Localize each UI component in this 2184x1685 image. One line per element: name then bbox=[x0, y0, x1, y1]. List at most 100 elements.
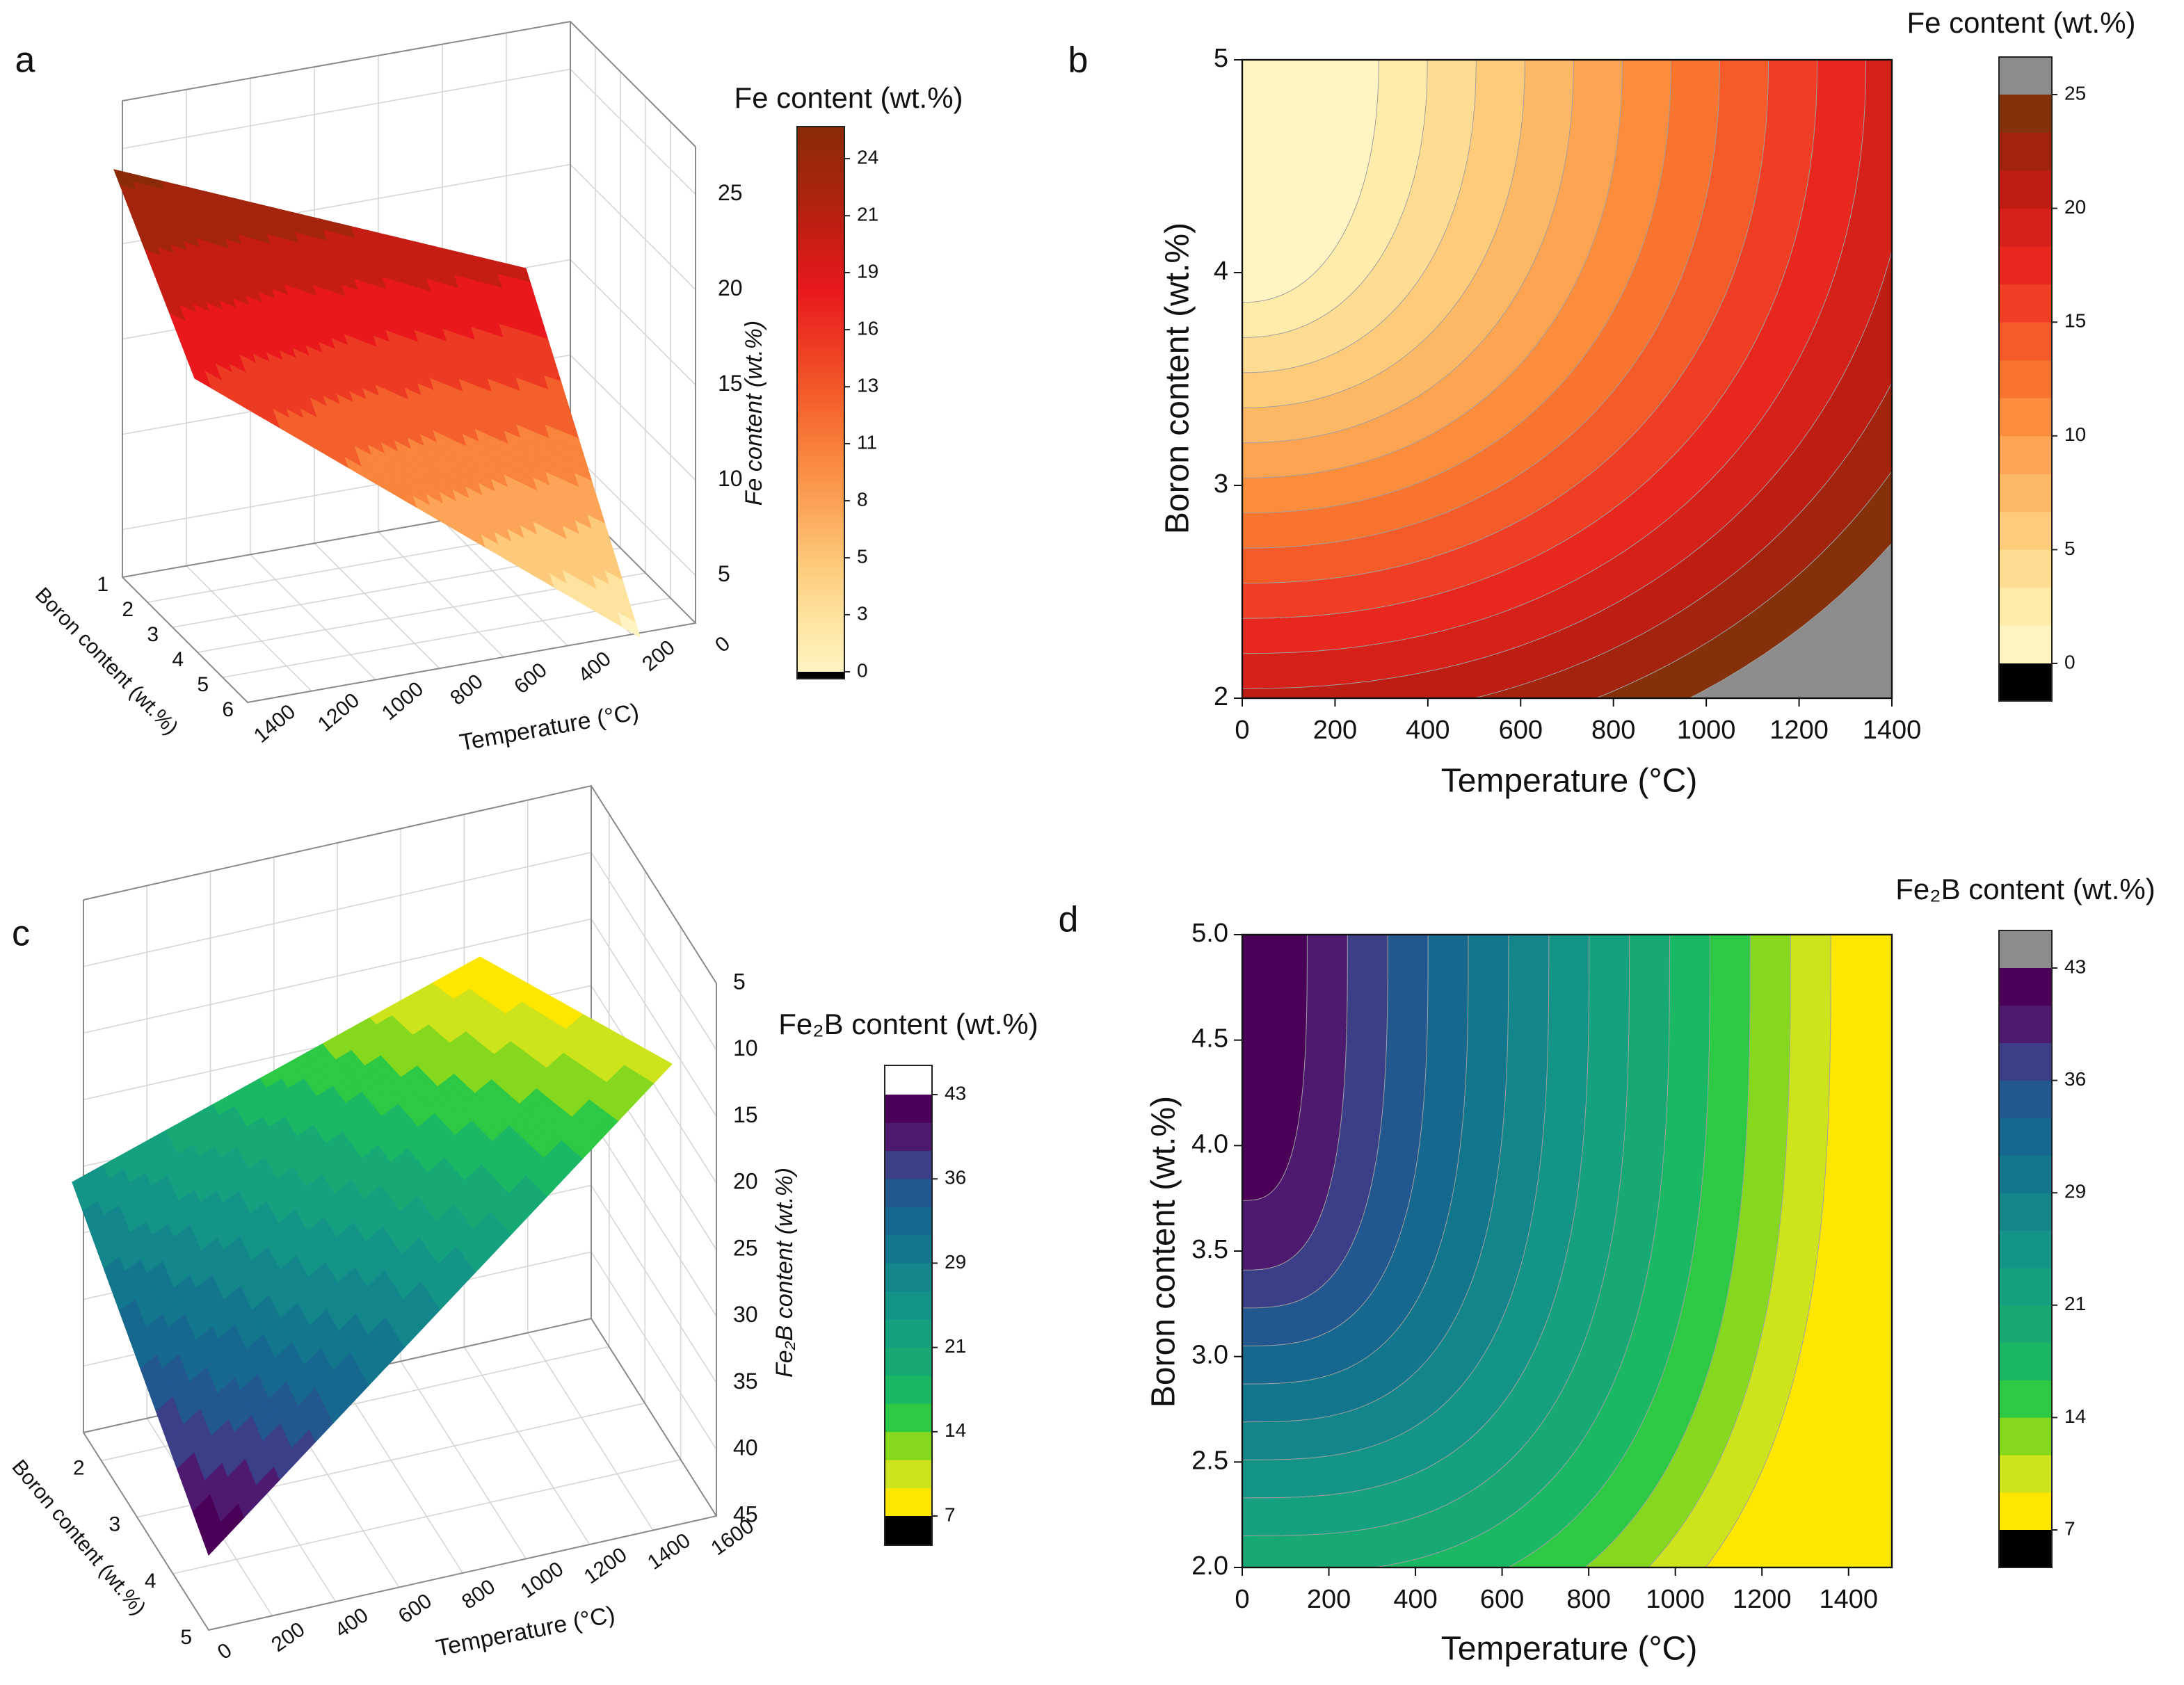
x-tick-label: 600 bbox=[1480, 1585, 1524, 1614]
x-tick-label: 400 bbox=[1406, 716, 1450, 745]
colorbar-tick-label: 19 bbox=[857, 260, 878, 282]
colorbar-tick-label: 25 bbox=[2064, 82, 2086, 104]
colorbar-over bbox=[885, 1065, 932, 1095]
x-tick-label: 1400 bbox=[643, 1529, 695, 1574]
y-tick-label: 5 bbox=[197, 673, 209, 696]
colorbar-band bbox=[1998, 1005, 2053, 1044]
x-tick-label: 1200 bbox=[1769, 716, 1829, 745]
colorbar-title: Fe content (wt.%) bbox=[1906, 6, 2135, 39]
panel-label: d bbox=[1059, 900, 1079, 940]
colorbar-under bbox=[797, 672, 844, 679]
colorbar-band bbox=[884, 1403, 933, 1433]
surface bbox=[72, 956, 673, 1556]
y-tick-label: 3.0 bbox=[1191, 1341, 1228, 1370]
colorbar-tick-label: 5 bbox=[2064, 538, 2075, 559]
x-tick-label: 600 bbox=[1499, 716, 1543, 745]
panel-label: b bbox=[1068, 40, 1089, 81]
box-edge bbox=[83, 900, 717, 1631]
colorbar-band bbox=[1998, 208, 2053, 247]
colorbar-tick-label: 29 bbox=[945, 1251, 966, 1273]
y-tick-label: 3 bbox=[109, 1513, 120, 1536]
colorbar-band bbox=[884, 1431, 933, 1460]
colorbar-band bbox=[1998, 321, 2053, 361]
z-axis-label: Fe₂B content (wt.%) bbox=[771, 1168, 798, 1378]
colorbar-band bbox=[1998, 625, 2053, 664]
contour-band bbox=[1242, 60, 1379, 303]
z-tick-label: 10 bbox=[718, 466, 743, 491]
colorbar-frame bbox=[796, 126, 845, 679]
colorbar-tick-label: 13 bbox=[857, 375, 878, 396]
colorbar-band bbox=[1998, 474, 2053, 513]
y-tick-label: 2.0 bbox=[1191, 1551, 1228, 1581]
x-tick-label: 1000 bbox=[1646, 1585, 1705, 1614]
colorbar-band bbox=[884, 1234, 933, 1264]
colorbar-band bbox=[1998, 435, 2053, 474]
x-axis-label: Temperature (°C) bbox=[1441, 1631, 1698, 1668]
colorbar-band bbox=[1998, 1155, 2053, 1193]
y-tick-label: 5 bbox=[180, 1626, 192, 1649]
y-axis-label: Boron content (wt.%) bbox=[1146, 1096, 1182, 1408]
x-tick-label: 200 bbox=[267, 1618, 309, 1656]
x-tick-label: 800 bbox=[1566, 1585, 1610, 1614]
x-tick-label: 0 bbox=[1235, 1585, 1249, 1614]
x-tick-label: 1400 bbox=[1819, 1585, 1878, 1614]
y-tick-label: 5.0 bbox=[1191, 919, 1228, 948]
colorbar-band bbox=[884, 1178, 933, 1207]
y-axis-label: Boron content (wt.%) bbox=[8, 1456, 150, 1620]
colorbar-band bbox=[884, 1094, 933, 1123]
colorbar-tick-label: 36 bbox=[2064, 1068, 2086, 1090]
colorbar-band bbox=[884, 1375, 933, 1404]
colorbar-tick-label: 43 bbox=[2064, 956, 2086, 977]
x-tick-label: 400 bbox=[331, 1604, 373, 1643]
colorbar-band bbox=[1998, 1492, 2053, 1531]
colorbar-band bbox=[884, 1263, 933, 1292]
colorbar-band bbox=[1998, 1230, 2053, 1268]
y-tick-label: 1 bbox=[97, 573, 109, 596]
x-tick-label: 800 bbox=[446, 670, 488, 709]
colorbar-tick-label: 36 bbox=[945, 1167, 966, 1188]
colorbar-band bbox=[1998, 1342, 2053, 1380]
colorbar-band bbox=[1998, 549, 2053, 588]
plot-frame bbox=[1241, 58, 1893, 700]
colorbar-tick-label: 14 bbox=[2064, 1405, 2086, 1427]
colorbar-band bbox=[1998, 284, 2053, 323]
colorbar-tick-label: 16 bbox=[857, 317, 878, 339]
x-tick-label: 0 bbox=[711, 632, 734, 657]
contour-band bbox=[1242, 935, 1308, 1201]
x-tick-label: 800 bbox=[458, 1575, 499, 1614]
y-tick-label: 3 bbox=[147, 623, 159, 646]
y-tick-label: 6 bbox=[222, 698, 234, 721]
x-tick-label: 800 bbox=[1591, 716, 1635, 745]
x-tick-label: 400 bbox=[574, 647, 616, 687]
y-tick-label: 3 bbox=[1214, 469, 1228, 499]
y-tick-label: 2 bbox=[1214, 682, 1228, 711]
z-tick-label: 20 bbox=[718, 275, 743, 300]
y-tick-label: 3.5 bbox=[1191, 1235, 1228, 1264]
y-tick-label: 5 bbox=[1214, 44, 1228, 73]
y-tick-label: 4 bbox=[172, 648, 184, 671]
colorbar-band bbox=[884, 1459, 933, 1488]
colorbar-over bbox=[1999, 57, 2052, 95]
surface bbox=[113, 169, 641, 638]
colorbar-band bbox=[1998, 245, 2053, 284]
colorbar-band bbox=[884, 1291, 933, 1320]
x-tick-label: 200 bbox=[638, 636, 680, 675]
x-tick-label: 1400 bbox=[1863, 716, 1922, 745]
colorbar-tick-label: 10 bbox=[2064, 424, 2086, 445]
z-tick-label: 20 bbox=[733, 1169, 758, 1194]
colorbar-band bbox=[884, 1150, 933, 1179]
x-tick-label: 600 bbox=[510, 659, 552, 698]
colorbar-tick-label: 14 bbox=[945, 1419, 966, 1441]
z-tick-label: 25 bbox=[733, 1235, 758, 1260]
y-tick-label: 4.0 bbox=[1191, 1129, 1228, 1159]
box-edge bbox=[122, 101, 696, 704]
colorbar-band bbox=[884, 1207, 933, 1236]
surface-cell bbox=[618, 612, 641, 638]
colorbar-tick-label: 21 bbox=[857, 204, 878, 225]
z-tick-label: 30 bbox=[733, 1302, 758, 1327]
x-tick-label: 400 bbox=[1393, 1585, 1437, 1614]
colorbar-band bbox=[1998, 1267, 2053, 1306]
colorbar-tick-label: 8 bbox=[857, 488, 868, 510]
x-tick-label: 1400 bbox=[250, 700, 300, 748]
